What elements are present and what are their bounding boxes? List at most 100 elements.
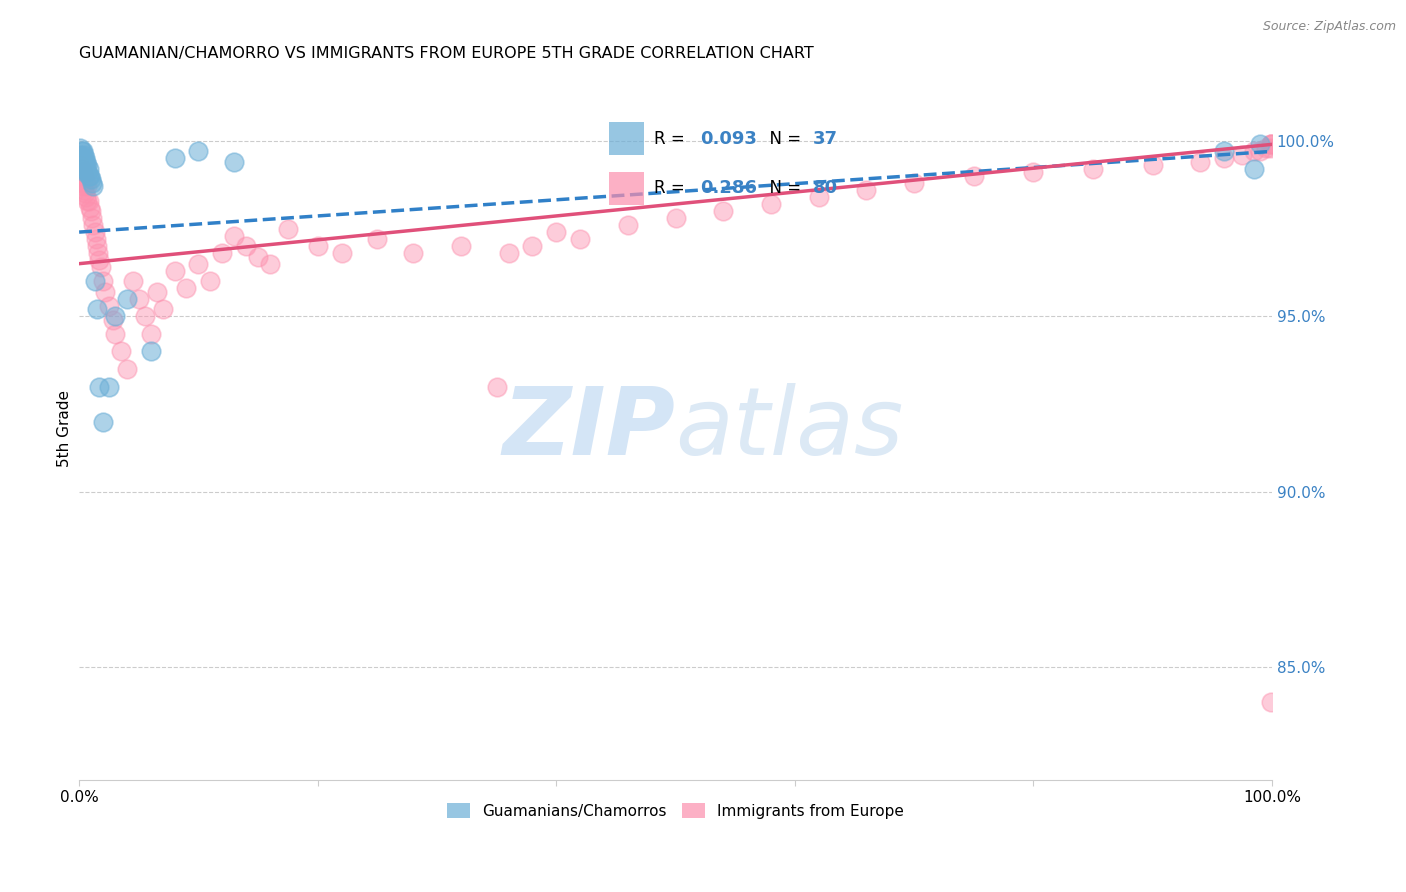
Point (79, 201, 101, 215)
Point (1260, 695, 1282, 709)
Point (91, 274, 114, 288)
Point (75, 165, 97, 179)
Point (83, 274, 105, 288)
Point (83, 225, 105, 239)
Point (70, 152, 93, 166)
Point (97, 379, 120, 393)
Point (1213, 152, 1236, 166)
Point (963, 169, 986, 183)
Point (73, 183, 96, 197)
Point (75, 172, 97, 186)
Point (75, 158, 97, 172)
Point (330, 246, 353, 260)
Point (110, 344, 132, 359)
Point (77, 161, 100, 176)
Point (75, 152, 97, 166)
Point (73, 169, 96, 183)
Point (77, 194, 100, 208)
Point (89, 379, 111, 393)
Point (79, 169, 101, 183)
Point (139, 344, 162, 359)
Point (1213, 145, 1236, 159)
Point (73, 161, 96, 176)
Point (211, 246, 233, 260)
Point (82, 211, 104, 225)
Point (115, 292, 138, 306)
Point (163, 152, 186, 166)
Point (76, 165, 98, 179)
Point (86, 302, 108, 317)
Point (75, 154, 97, 169)
Point (1189, 154, 1212, 169)
Point (73, 148, 96, 162)
Point (546, 225, 568, 239)
Point (498, 246, 520, 260)
Point (569, 232, 592, 246)
Point (75, 176, 97, 190)
Point (224, 154, 246, 169)
Point (134, 310, 156, 324)
Point (76, 158, 98, 172)
Point (759, 197, 782, 211)
Point (855, 183, 877, 197)
Point (1249, 145, 1271, 159)
Point (1142, 158, 1164, 172)
Point (82, 176, 104, 190)
Point (1249, 137, 1271, 152)
Point (247, 250, 270, 264)
Point (72, 179, 94, 194)
Point (80, 172, 103, 186)
Point (76, 179, 98, 194)
Point (145, 285, 167, 299)
Point (101, 313, 124, 327)
Point (75, 190, 97, 204)
Point (91, 415, 114, 429)
Point (450, 239, 472, 253)
Text: Source: ZipAtlas.com: Source: ZipAtlas.com (1263, 20, 1396, 33)
Point (97, 299, 120, 313)
Point (163, 263, 186, 277)
Point (1258, 141, 1281, 155)
Point (87, 246, 110, 260)
Point (72, 152, 94, 166)
Point (115, 362, 138, 376)
Point (128, 292, 150, 306)
Point (522, 239, 544, 253)
Point (76, 194, 98, 208)
Point (1254, 141, 1277, 155)
Point (72, 165, 94, 179)
Point (366, 232, 388, 246)
Point (277, 221, 299, 235)
Point (77, 169, 100, 183)
Point (617, 218, 640, 232)
Point (82, 218, 104, 232)
Point (1022, 165, 1045, 179)
Point (664, 211, 686, 225)
Point (70, 161, 93, 176)
Point (72, 145, 94, 159)
Point (80, 204, 103, 219)
Text: ZIP: ZIP (502, 383, 675, 475)
Point (104, 310, 127, 324)
Point (402, 246, 425, 260)
Point (711, 204, 734, 219)
Point (90, 260, 112, 275)
Point (69, 148, 91, 162)
Text: GUAMANIAN/CHAMORRO VS IMMIGRANTS FROM EUROPE 5TH GRADE CORRELATION CHART: GUAMANIAN/CHAMORRO VS IMMIGRANTS FROM EU… (79, 46, 814, 62)
Point (152, 302, 174, 317)
Point (200, 274, 222, 288)
Point (235, 239, 257, 253)
Point (104, 326, 127, 341)
Text: atlas: atlas (675, 384, 904, 475)
Point (75, 186, 97, 201)
Point (807, 190, 830, 204)
Point (187, 257, 209, 271)
Point (224, 228, 246, 243)
Point (1260, 137, 1282, 152)
Point (69, 158, 91, 172)
Point (176, 281, 198, 295)
Point (89, 253, 111, 268)
Point (139, 326, 162, 341)
Point (1230, 148, 1253, 162)
Point (69, 141, 91, 155)
